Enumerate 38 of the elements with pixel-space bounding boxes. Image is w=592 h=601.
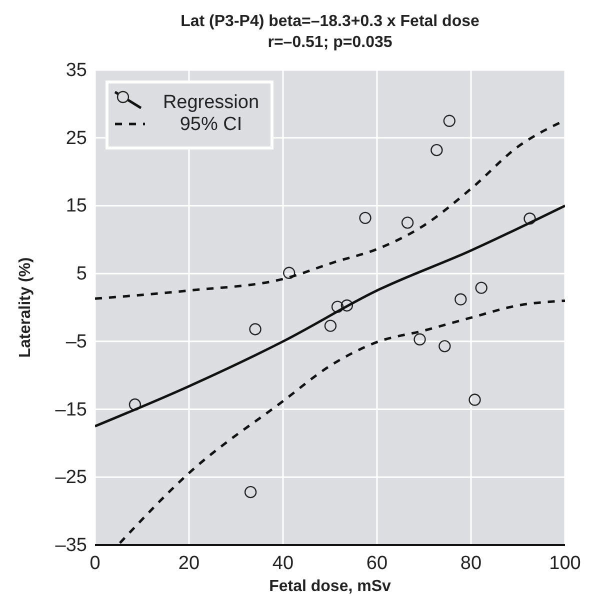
- point: [430, 144, 443, 156]
- point: [249, 323, 262, 336]
- point: [468, 394, 481, 406]
- y-tick-label: 5: [76, 264, 87, 285]
- point: [454, 293, 467, 306]
- legend-label: Regression: [162, 92, 260, 113]
- y-tick-label: 35: [66, 60, 87, 81]
- y-tick-label: –15: [55, 399, 87, 420]
- x-tick-label: 80: [460, 553, 482, 574]
- x-tick-label: 100: [549, 553, 581, 574]
- y-tick-label: 15: [66, 196, 87, 217]
- point: [443, 114, 456, 127]
- point: [438, 340, 451, 352]
- point: [128, 398, 142, 411]
- point: [475, 282, 488, 294]
- point: [401, 216, 414, 229]
- y-tick-label: 25: [66, 128, 87, 149]
- point: [414, 333, 426, 346]
- point: [283, 266, 296, 279]
- point: [244, 486, 257, 498]
- x-tick-label: 20: [178, 553, 200, 574]
- point: [524, 212, 536, 225]
- x-tick-label: 0: [90, 553, 100, 574]
- chart-title: Lat (P3-P4) beta=–18.3+0.3 x Fetal dose: [180, 13, 480, 30]
- legend-label: 95% CI: [180, 114, 242, 135]
- point: [324, 320, 337, 332]
- point: [359, 212, 372, 224]
- x-tick-label: 40: [272, 553, 294, 574]
- point: [331, 300, 344, 313]
- x-tick-label: 60: [366, 553, 388, 574]
- chart-subtitle: r=–0.51; p=0.035: [268, 34, 392, 51]
- y-tick-label: –35: [55, 535, 87, 556]
- y-tick-label: –25: [55, 467, 87, 488]
- y-axis-title: Laterality (%): [17, 257, 34, 358]
- y-tick-label: –5: [66, 331, 87, 352]
- point: [340, 299, 354, 312]
- x-axis-title: Fetal dose, mSv: [269, 578, 392, 595]
- line-series: [95, 204, 565, 428]
